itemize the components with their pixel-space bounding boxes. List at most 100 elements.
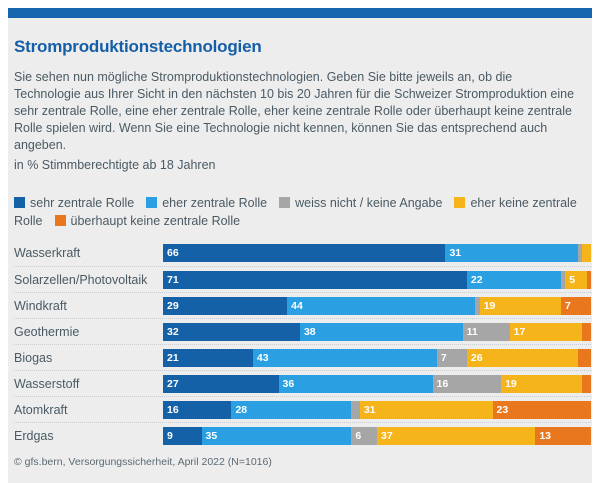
- category-label: Erdgas: [14, 428, 54, 443]
- chart-row: Atomkraft 16 28 31 23: [14, 396, 591, 422]
- intro-paragraph: Sie sehen nun mögliche Stromproduktionst…: [14, 69, 575, 152]
- segment-value: 13: [539, 429, 552, 442]
- legend-swatch: [146, 197, 158, 208]
- bar-segment: 28: [231, 400, 352, 419]
- segment-value: 35: [205, 429, 218, 442]
- chart-panel: Stromproduktionstechnologien Sie sehen n…: [8, 18, 592, 483]
- legend-label: überhaupt keine zentrale Rolle: [70, 214, 241, 228]
- segment-value: 28: [235, 403, 248, 416]
- segment-value: 32: [167, 325, 179, 338]
- bar-segment: [586, 270, 591, 289]
- bar-segment: 66: [163, 244, 446, 262]
- bar-segment: [561, 270, 566, 289]
- page-title: Stromproduktionstechnologien: [14, 37, 262, 57]
- category-label: Solarzellen/Photovoltaik: [14, 272, 148, 287]
- chart-row: Wasserstoff 27 36 16 19: [14, 370, 591, 396]
- bar-segment: 5: [565, 270, 587, 289]
- segment-value: 16: [167, 403, 179, 416]
- segment-value: 23: [496, 403, 509, 416]
- segment-value: 5: [569, 273, 576, 286]
- segment-value: 9: [167, 429, 173, 442]
- bar-segment: [582, 244, 591, 262]
- segment-value: 21: [167, 351, 179, 364]
- segment-value: 11: [466, 325, 478, 338]
- bar-segment: 38: [299, 322, 463, 341]
- segment-value: 6: [355, 429, 362, 442]
- bar-segment: 6: [351, 426, 377, 445]
- bar-segment: [582, 374, 591, 393]
- bar-segment: 21: [163, 348, 253, 367]
- bar-segment: 31: [359, 400, 493, 419]
- segment-value: 7: [565, 299, 571, 312]
- segment-value: 43: [256, 351, 269, 364]
- chart-row: Solarzellen/Photovoltaik 71 22 5: [14, 266, 591, 292]
- bar-segment: 23: [492, 400, 591, 419]
- legend-item: sehr zentrale Rolle: [14, 196, 134, 210]
- bar-segment: 26: [466, 348, 579, 367]
- category-label: Wasserstoff: [14, 376, 80, 391]
- segment-value: 37: [380, 429, 393, 442]
- bar-segment: 17: [509, 322, 583, 341]
- legend-item: eher keine zentrale Rolle: [14, 196, 577, 228]
- legend-label: sehr zentrale Rolle: [30, 196, 135, 210]
- legend-label: eher keine zentrale Rolle: [14, 196, 577, 228]
- legend-swatch: [454, 197, 466, 208]
- bar-segment: 16: [432, 374, 502, 393]
- segment-value: 31: [363, 403, 376, 416]
- source-note: © gfs.bern, Versorgungssicherheit, April…: [14, 456, 272, 468]
- segment-value: 16: [436, 377, 449, 390]
- bar-segment: [351, 400, 360, 419]
- bar-track: 27 36 16 19: [163, 374, 591, 393]
- bar-segment: 16: [163, 400, 232, 419]
- bar-segment: 7: [561, 296, 591, 315]
- category-label: Geothermie: [14, 324, 80, 339]
- bar-segment: 32: [163, 322, 300, 341]
- bar-segment: 7: [436, 348, 467, 367]
- chart-row: Erdgas 9 35 6 37 13: [14, 422, 591, 448]
- bar-segment: 22: [466, 270, 562, 289]
- bar-segment: 19: [501, 374, 583, 393]
- bar-track: 21 43 7 26: [163, 348, 591, 367]
- bar-segment: 19: [479, 296, 561, 315]
- category-label: Atomkraft: [14, 402, 68, 417]
- segment-value: 29: [167, 299, 179, 312]
- bar-track: 66 31: [163, 244, 591, 262]
- chart-row: Windkraft 29 44 19 7: [14, 292, 591, 318]
- bar-track: 29 44 19 7: [163, 296, 591, 315]
- bar-segment: [578, 244, 583, 262]
- segment-value: 27: [167, 377, 179, 390]
- chart-row: Geothermie 32 38 11 17: [14, 318, 591, 344]
- bar-segment: 71: [163, 270, 467, 289]
- bar-segment: 11: [462, 322, 510, 341]
- chart-row: Biogas 21 43 7 26: [14, 344, 591, 370]
- bar-track: 32 38 11 17: [163, 322, 591, 341]
- legend-label: eher zentrale Rolle: [162, 196, 268, 210]
- segment-value: 38: [303, 325, 316, 338]
- bar-track: 16 28 31 23: [163, 400, 591, 419]
- bar-segment: 31: [445, 244, 579, 262]
- segment-value: 7: [440, 351, 447, 364]
- category-label: Wasserkraft: [14, 246, 81, 260]
- bar-segment: [582, 322, 591, 341]
- segment-value: 44: [291, 299, 303, 312]
- unit-note: in % Stimmberechtigte ab 18 Jahren: [14, 158, 216, 172]
- category-label: Windkraft: [14, 298, 67, 313]
- segment-value: 19: [505, 377, 517, 390]
- category-label: Biogas: [14, 350, 53, 365]
- legend-item: weiss nicht / keine Angabe: [279, 196, 442, 210]
- segment-value: 36: [282, 377, 295, 390]
- bar-segment: 37: [376, 426, 536, 445]
- legend-label: weiss nicht / keine Angabe: [295, 196, 443, 210]
- bar-track: 9 35 6 37 13: [163, 426, 591, 445]
- segment-value: 66: [167, 247, 179, 259]
- legend-swatch: [14, 197, 25, 208]
- bar-segment: 27: [163, 374, 279, 393]
- chart-legend: sehr zentrale Rolle eher zentrale Rolle we…: [14, 194, 580, 230]
- bar-segment: 36: [278, 374, 433, 393]
- bar-track: 71 22 5: [163, 270, 591, 289]
- segment-value: 17: [513, 325, 526, 338]
- bar-segment: 9: [163, 426, 202, 445]
- bar-segment: [475, 296, 480, 315]
- bar-segment: [578, 348, 591, 367]
- bar-segment: 44: [287, 296, 476, 315]
